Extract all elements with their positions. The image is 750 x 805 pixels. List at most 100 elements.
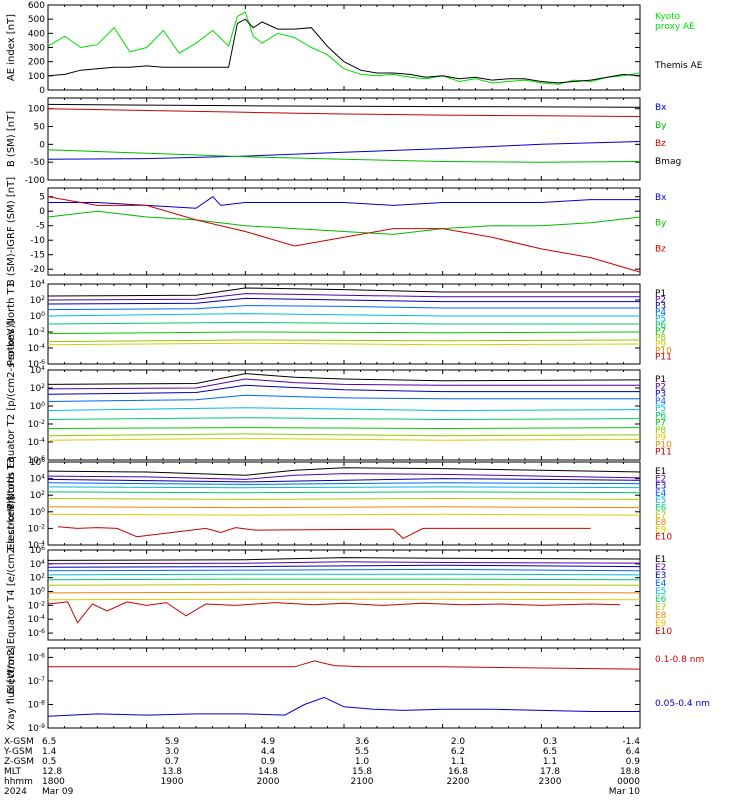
legend-label-p9: P9 — [655, 340, 666, 350]
legend-label-e8: E8 — [655, 518, 667, 528]
y-tick-label: 200 — [28, 58, 45, 68]
y-tick-label: -20 — [30, 265, 45, 275]
footer-value: 2200 — [447, 777, 470, 787]
legend-label-p5: P5 — [655, 314, 666, 324]
series-line-p3 — [47, 384, 640, 395]
legend-label-p7: P7 — [655, 419, 666, 429]
footer-value: 2300 — [539, 777, 562, 787]
legend-label-e5: E5 — [655, 587, 666, 597]
legend-label-p1: P1 — [655, 289, 666, 299]
series-line-e7 — [47, 497, 641, 500]
y-tick-label: 10-4 — [28, 343, 46, 355]
footer-row-label: X-GSM — [4, 737, 34, 747]
y-tick-label: 500 — [28, 15, 45, 25]
legend-label-e8: E8 — [655, 611, 667, 621]
panel-1-frame — [47, 4, 641, 91]
y-tick-label: 104 — [30, 473, 45, 485]
y-tick-label: 10-6 — [28, 628, 46, 640]
legend-label-e3: E3 — [655, 482, 666, 492]
series-line-p8 — [47, 433, 641, 437]
footer-value: 1.1 — [451, 757, 465, 767]
series-line-p5 — [47, 313, 640, 317]
legend-label-e9: E9 — [655, 619, 667, 629]
legend-label-p5: P5 — [655, 404, 666, 414]
series-line-e9 — [47, 513, 641, 516]
y-tick-label: -10 — [30, 236, 45, 246]
y-tick-label: 100 — [30, 311, 45, 323]
series-line-bx — [47, 141, 641, 160]
series-line-e10 — [47, 601, 621, 624]
series-line-e5 — [47, 486, 641, 489]
footer-value: 1800 — [42, 777, 65, 787]
y-tick-label: 0 — [39, 207, 45, 217]
series-line-e3 — [47, 478, 641, 483]
series-line-p9 — [47, 342, 641, 346]
legend-label-e3: E3 — [655, 571, 666, 581]
y-tick-label: 106 — [30, 545, 45, 557]
series-line-e2 — [47, 561, 641, 565]
footer-value: 6.5 — [42, 737, 56, 747]
legend-label-p4: P4 — [655, 308, 666, 318]
y-tick-label: -15 — [30, 251, 45, 261]
footer-value: 13.8 — [162, 767, 182, 777]
footer-value: 4.4 — [261, 747, 276, 757]
y-tick-label: 300 — [28, 44, 45, 54]
series-line-p5 — [47, 407, 641, 412]
footer-value: 1.0 — [355, 757, 370, 767]
footer-value: 0000 — [617, 777, 640, 787]
footer-value: 5.5 — [355, 747, 369, 757]
panel-3-ylabel: B (SM)-IGRF (SM) [nT] — [6, 177, 17, 286]
legend-label-e4: E4 — [655, 579, 667, 589]
y-tick-label: 10-7 — [28, 675, 46, 687]
series-line-p2 — [47, 293, 640, 301]
y-tick-label: 10-4 — [28, 437, 46, 449]
footer-value: 1.4 — [42, 747, 57, 757]
legend-label-e6: E6 — [655, 504, 667, 514]
footer-value: 2100 — [351, 777, 374, 787]
legend-label-p8: P8 — [655, 426, 666, 436]
series-line-0-05-0-4-nm — [47, 696, 640, 717]
footer-row-label: hhmm — [4, 777, 33, 787]
series-line-themis-ae — [47, 18, 641, 84]
y-tick-label: 102 — [30, 383, 45, 395]
legend-label-p11: P11 — [655, 448, 672, 458]
legend-label-p6: P6 — [655, 321, 666, 331]
footer-row-label: Y-GSM — [3, 747, 32, 757]
y-tick-label: 102 — [30, 490, 45, 502]
legend-label-kyoto-proxy-ae: proxy AE — [655, 22, 695, 32]
y-tick-label: 600 — [28, 1, 45, 11]
footer-value: 6.4 — [626, 747, 641, 757]
y-tick-label: 104 — [30, 279, 45, 291]
legend-label-p10: P10 — [655, 346, 672, 356]
footer-value: 12.8 — [42, 767, 62, 777]
series-line-p4 — [47, 305, 640, 311]
y-tick-label: 104 — [30, 365, 45, 377]
legend-label-e7: E7 — [655, 511, 666, 521]
series-line-p6 — [47, 417, 641, 421]
series-line-p6 — [47, 321, 640, 325]
legend-label-by: By — [655, 121, 667, 131]
y-tick-label: 50 — [34, 123, 46, 133]
series-line-e5 — [47, 573, 641, 576]
legend-label-themis-ae: Themis AE — [654, 61, 703, 71]
legend-label-e2: E2 — [655, 563, 666, 573]
legend-label-p8: P8 — [655, 334, 666, 344]
series-line-bz — [47, 108, 641, 117]
series-line-0-1-0-8-nm — [48, 660, 641, 670]
series-line-e4 — [47, 482, 641, 485]
legend-label-p6: P6 — [655, 411, 666, 421]
y-tick-label: -50 — [30, 158, 45, 168]
footer-value: 5.9 — [165, 737, 180, 747]
footer-value: 3.0 — [165, 747, 180, 757]
legend-label-p9: P9 — [655, 433, 666, 443]
y-tick-label: -5 — [36, 222, 45, 232]
legend-label-e10: E10 — [655, 533, 672, 543]
panel-6-frame — [47, 461, 641, 546]
legend-label-e4: E4 — [655, 489, 667, 499]
footer-row-label: 2024 — [4, 787, 27, 797]
series-line-p1 — [47, 287, 640, 297]
legend-label-p3: P3 — [655, 302, 666, 312]
y-tick-label: 0 — [39, 86, 45, 96]
y-tick-label: 5 — [39, 193, 45, 203]
